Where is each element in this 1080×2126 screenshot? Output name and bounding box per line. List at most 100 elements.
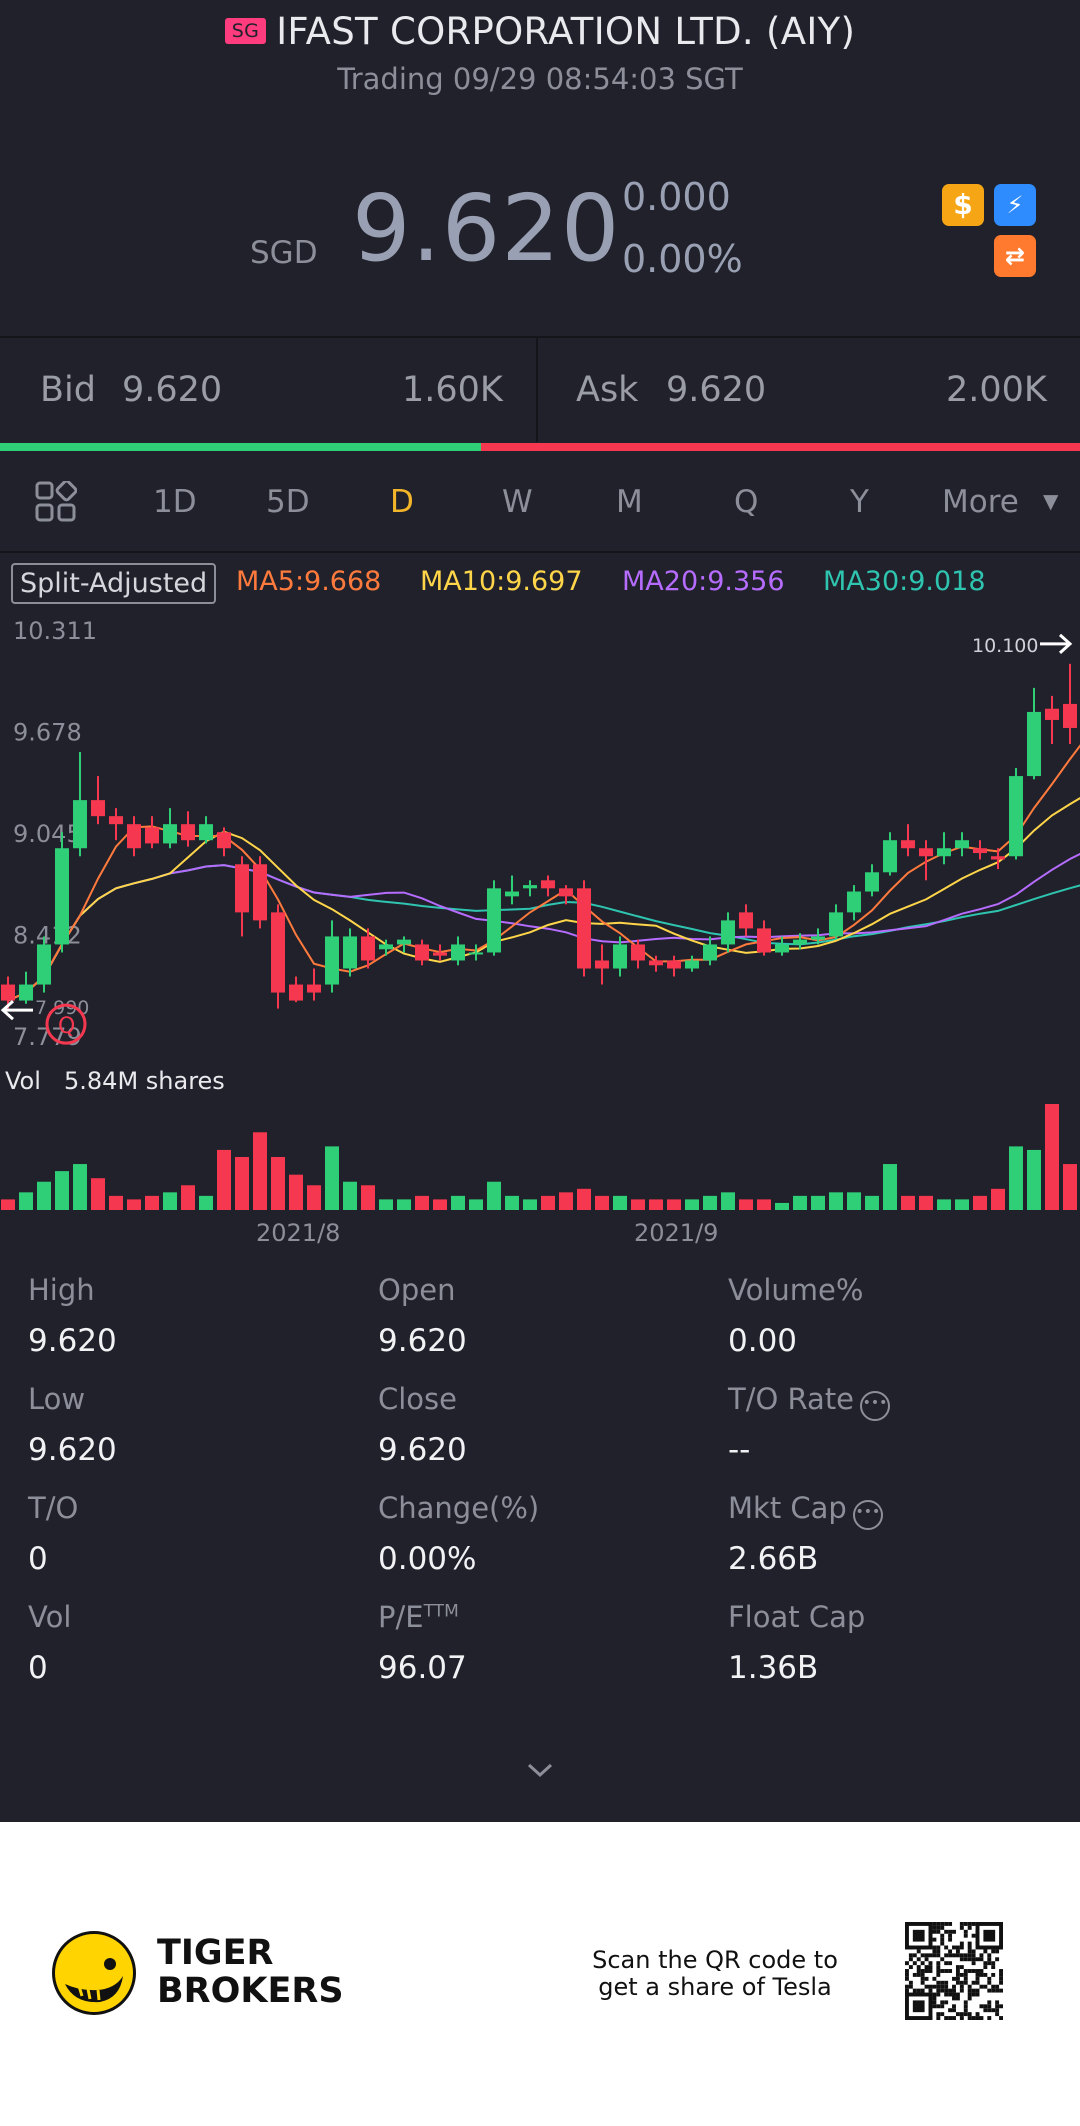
stat-label-vol: Vol [28,1600,72,1634]
volume-bar [721,1192,735,1210]
candle-body [307,984,321,993]
price-axis-label: 10.311 [13,617,97,645]
candle-body [757,928,771,953]
brand-name: TIGER BROKERS [157,1933,344,2011]
currency-label: SGD [250,235,318,271]
ma20-line [7,852,1080,1002]
lightning-icon[interactable]: ⚡ [994,184,1036,226]
volume-bar [811,1195,825,1210]
candle-body [55,848,69,945]
volume-bar [793,1195,807,1210]
info-icon[interactable]: ••• [852,1500,883,1530]
volume-bar [451,1195,465,1210]
tab-m[interactable]: M [616,484,643,520]
stat-label-to-rate: T/O Rate ••• [728,1382,891,1421]
ma5-label: MA5:9.668 [236,566,382,597]
volume-bar [613,1195,627,1210]
volume-bar [1063,1164,1077,1210]
candle-body [37,944,51,985]
volume-bar [973,1195,987,1210]
chart-layout-icon[interactable] [35,481,77,523]
candle-body [163,824,177,844]
promo-footer: TIGER BROKERS Scan the QR code to get a … [0,1822,1080,2126]
info-icon[interactable]: ••• [860,1391,891,1421]
volume-bar [937,1199,951,1210]
volume-bar [217,1149,231,1210]
candle-body [217,832,231,849]
stats-grid: High 9.620 Open 9.620 Volume% 0.00 Low 9… [0,1265,1080,1686]
candle-body [91,800,105,817]
stat-value-mkt-cap: 2.66B [728,1541,819,1577]
ask-size: 2.00K [946,370,1047,410]
volume-bar [505,1195,519,1210]
stat-label-open: Open [378,1273,456,1307]
candle-body [19,984,33,1001]
bid-ask-separator [536,338,538,442]
candle-body [775,944,789,953]
trading-status: Trading 09/29 08:54:03 SGT [337,62,743,96]
tabs-divider [0,551,1080,553]
stat-value-change-pct: 0.00% [378,1541,477,1577]
tab-w[interactable]: W [502,484,533,520]
candle-body [847,891,861,913]
candle-body [559,888,573,897]
candle-body [955,840,969,849]
volume-bar [397,1199,411,1210]
candle-body [685,960,699,969]
expand-chevron-icon[interactable] [525,1760,555,1780]
volume-bar [865,1195,879,1210]
chevron-down-icon[interactable]: ▼ [1043,489,1059,513]
price-row: SGD 9.620 0.000 0.00% $ ⚡ ⇄ [0,175,1080,282]
volume-bar [577,1188,591,1210]
volume-bar [379,1199,393,1210]
volume-bar [289,1174,303,1210]
bid-size: 1.60K [402,370,503,410]
stat-label-low: Low [28,1382,86,1416]
candle-body [631,944,645,961]
candle-body [793,939,807,945]
candle-body [901,840,915,849]
bid-ask-row: Bid 9.620 1.60K Ask 9.620 2.00K [0,338,1080,442]
candle-body [1009,776,1023,857]
last-price: 9.620 [352,175,621,282]
candle-body [811,936,825,940]
volume-bar [163,1192,177,1210]
candle-body [703,944,717,961]
candle-body [343,936,357,969]
candle-body [937,848,951,857]
volume-bar [235,1157,249,1210]
tab-y[interactable]: Y [850,484,869,520]
candlestick-chart[interactable]: 10.3119.6789.0458.4127.77910.1007.990QVo… [0,610,1080,1250]
volume-bar [847,1192,861,1210]
dollar-icon[interactable]: $ [942,184,984,226]
stat-label-close: Close [378,1382,457,1416]
ask-price: 9.620 [666,370,767,410]
stat-value-close: 9.620 [378,1432,467,1468]
stat-value-vol: 0 [28,1650,48,1686]
volume-bar [901,1195,915,1210]
header-divider [0,336,1080,338]
ask-label: Ask [576,370,639,410]
tab-more[interactable]: More [942,484,1019,520]
arrow-left-icon [0,1000,33,1021]
ma20-label: MA20:9.356 [622,566,785,597]
tab-5d[interactable]: 5D [266,484,310,520]
tab-q[interactable]: Q [734,484,759,520]
tab-1d[interactable]: 1D [153,484,197,520]
tab-d[interactable]: D [390,484,414,520]
candle-body [433,952,447,956]
candle-body [1045,708,1059,720]
bid-label: Bid [40,370,96,410]
chart-swap-icon[interactable]: ⇄ [994,235,1036,277]
qr-code-icon[interactable] [905,1922,1003,2020]
split-adjusted-toggle[interactable]: Split-Adjusted [11,563,217,604]
event-marker-icon [45,1003,87,1045]
volume-bar [145,1195,159,1210]
volume-bar [523,1199,537,1210]
volume-bar [739,1199,753,1210]
stock-header: SG IFAST CORPORATION LTD. (AIY) Trading 0… [0,0,1080,336]
volume-bar [1045,1104,1059,1210]
candle-body [415,944,429,961]
price-axis-label: 9.678 [13,719,82,747]
volume-bar [55,1171,69,1210]
